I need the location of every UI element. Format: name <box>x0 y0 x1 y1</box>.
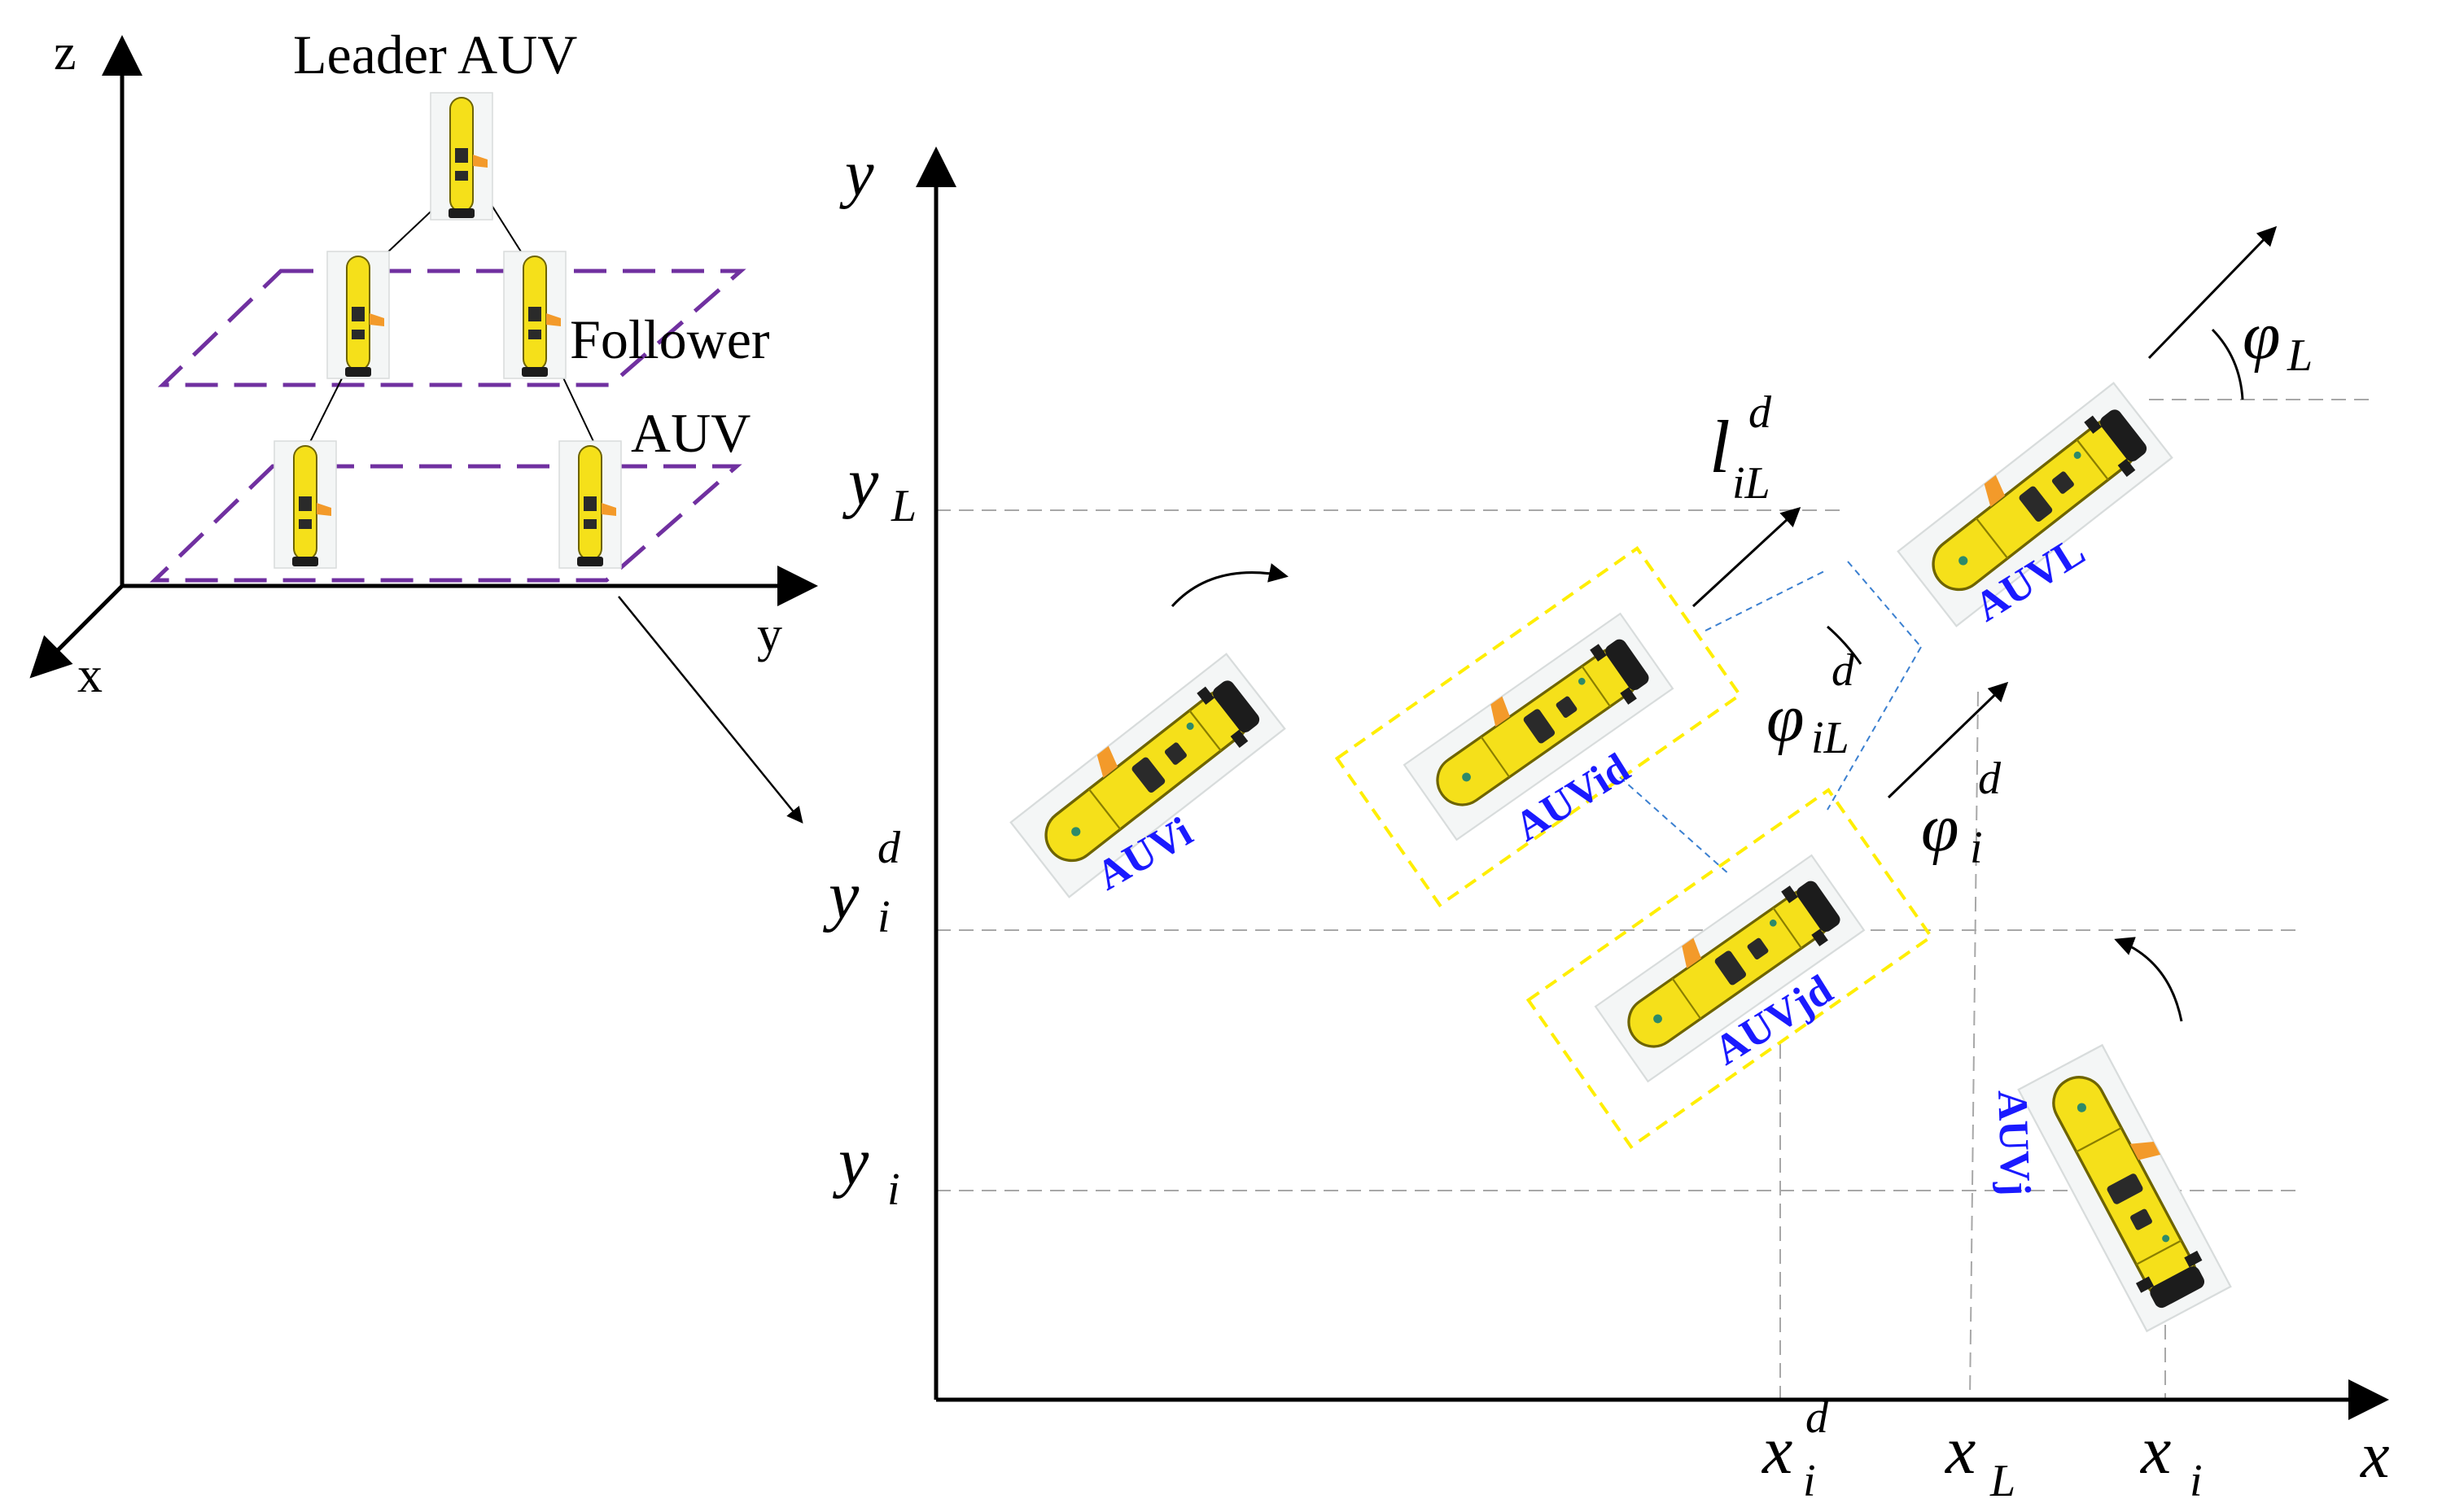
leader-auv-label: Leader AUV <box>293 24 577 85</box>
follower-auv-icon <box>274 440 337 569</box>
phiL-angle-arc <box>2211 328 2244 400</box>
svg-text:i: i <box>1970 823 1983 873</box>
svg-text:x: x <box>2139 1413 2171 1488</box>
x-axis-label-3d: x <box>77 648 103 703</box>
auvjd-target-box <box>1525 788 1934 1149</box>
follower-auv-icon <box>326 251 390 379</box>
x-tick-xL: x L <box>1944 1413 2015 1506</box>
auvi-rotation-arrow <box>1171 563 1289 608</box>
svg-text:i: i <box>887 1165 900 1215</box>
phii-label: φ d i <box>1921 754 2002 873</box>
svg-text:d: d <box>1831 645 1855 696</box>
svg-text:L: L <box>1989 1456 2015 1506</box>
svg-text:φ: φ <box>1921 790 1958 866</box>
follower-auv-icon <box>558 440 622 569</box>
zoom-arrow <box>618 596 803 824</box>
svg-text:x: x <box>1761 1413 1792 1488</box>
y-axis-label-3d: y <box>757 607 782 662</box>
z-axis-label: z <box>54 25 77 81</box>
svg-text:L: L <box>2287 330 2313 381</box>
y-tick-yid: y d i <box>822 823 901 942</box>
auvid-target-box <box>1334 546 1743 907</box>
auvj-vehicle <box>2017 1043 2232 1333</box>
x-axis-label: x <box>2360 1420 2390 1492</box>
lower-formation-plane <box>149 464 742 583</box>
follower-label-line1: Follower <box>570 308 770 370</box>
svg-text:l: l <box>1709 405 1731 488</box>
left-3d-panel: z x y Leader AUV Follower AUV <box>29 24 818 824</box>
svg-text:d: d <box>1748 387 1772 438</box>
x-tick-xi: x i <box>2139 1413 2203 1506</box>
auvj-rotation-arrow <box>2114 937 2183 1022</box>
y-axis-label: y <box>839 138 874 210</box>
svg-text:y: y <box>822 858 860 933</box>
svg-text:iL: iL <box>1811 713 1849 763</box>
x-axis-3d <box>29 584 124 679</box>
svg-text:d: d <box>1978 754 2002 804</box>
phiiL-angle-arc <box>1827 625 1862 665</box>
svg-text:d: d <box>877 823 901 873</box>
auvj-label: AUVj <box>1989 1089 2039 1196</box>
y-tick-yi: y i <box>832 1124 900 1215</box>
follower-auv-icon <box>503 251 567 379</box>
svg-text:i: i <box>877 892 891 942</box>
auvjd-heading-arrow <box>1887 681 2009 799</box>
x-tick-xid: x d i <box>1761 1392 1829 1506</box>
leader-auv-icon <box>430 92 493 221</box>
svg-text:y: y <box>842 444 879 520</box>
svg-text:x: x <box>1944 1413 1976 1488</box>
phiL-label: φ L <box>2243 298 2313 381</box>
svg-text:iL: iL <box>1732 458 1770 509</box>
svg-text:i: i <box>1803 1456 1816 1506</box>
svg-text:d: d <box>1805 1392 1829 1443</box>
svg-text:y: y <box>832 1124 869 1200</box>
lid-label: l d iL <box>1709 387 1772 509</box>
svg-text:φ: φ <box>1766 680 1804 756</box>
phiiL-label: φ d iL <box>1766 645 1855 763</box>
follower-label-line2: AUV <box>631 402 751 464</box>
main-plot: y x y L y d i y i x d i x L x i <box>822 138 2390 1506</box>
auvl-heading-arrow <box>2147 225 2278 360</box>
svg-text:L: L <box>891 481 917 531</box>
upper-formation-plane <box>157 269 746 387</box>
y-tick-yL: y L <box>842 444 917 531</box>
svg-text:i: i <box>2190 1456 2203 1506</box>
auvid-heading-arrow <box>1691 506 1801 608</box>
link-lines <box>1619 561 1922 876</box>
guide-lines <box>936 399 2377 1401</box>
svg-text:φ: φ <box>2243 298 2280 374</box>
